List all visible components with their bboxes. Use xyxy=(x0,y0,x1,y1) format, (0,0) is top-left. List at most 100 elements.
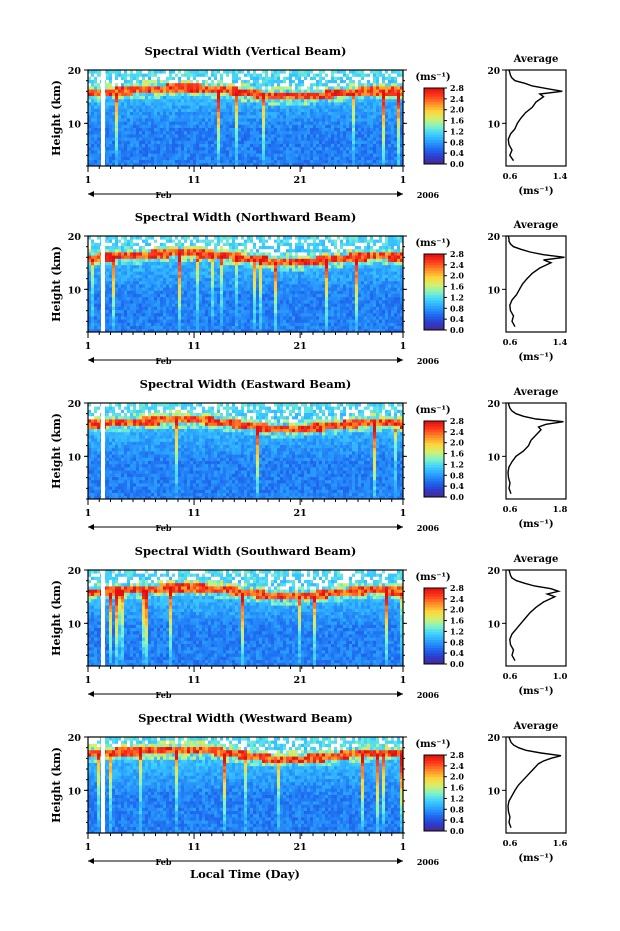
heatmap-cell xyxy=(88,79,92,84)
heatmap-cell xyxy=(112,143,116,148)
heatmap-cell xyxy=(97,290,101,294)
heatmap-cell xyxy=(133,319,137,323)
heatmap-cell xyxy=(229,328,233,333)
heatmap-cell xyxy=(325,79,329,84)
heatmap-cell xyxy=(217,98,221,103)
heatmap-cell xyxy=(142,95,146,100)
heatmap-cell xyxy=(154,290,158,294)
heatmap-cell xyxy=(205,118,209,122)
heatmap-cell xyxy=(301,153,305,157)
heatmap-cell xyxy=(157,242,161,246)
heatmap-cell xyxy=(385,153,389,157)
heatmap-cell xyxy=(352,127,356,132)
heatmap-cell xyxy=(379,89,383,93)
heatmap-cell xyxy=(115,111,119,116)
colorbar-tick-label: 0.0 xyxy=(450,159,464,169)
heatmap-cell xyxy=(133,274,137,278)
heatmap-cell xyxy=(241,159,245,164)
heatmap-cell xyxy=(118,140,122,144)
heatmap-cell xyxy=(322,143,326,148)
heatmap-cell xyxy=(91,319,95,323)
heatmap-cell xyxy=(145,82,149,87)
heatmap-cell xyxy=(160,98,164,103)
heatmap-cell xyxy=(115,134,119,138)
heatmap-cell xyxy=(349,98,353,103)
heatmap-cell xyxy=(280,162,284,167)
heatmap-cell xyxy=(289,82,293,87)
heatmap-cell xyxy=(292,159,296,164)
heatmap-cell xyxy=(214,258,218,262)
heatmap-cell xyxy=(283,150,287,154)
heatmap-cell xyxy=(370,137,374,141)
heatmap-cell xyxy=(124,280,128,285)
heatmap-cell xyxy=(163,86,167,90)
heatmap-cell xyxy=(118,98,122,103)
heatmap-cell xyxy=(145,316,149,320)
heatmap-cell xyxy=(172,73,176,77)
heatmap-cell xyxy=(241,239,245,243)
heatmap-cell xyxy=(163,268,167,272)
heatmap-cell xyxy=(400,98,404,103)
heatmap-cell xyxy=(400,89,404,93)
heatmap-cell xyxy=(166,124,170,128)
heatmap-cell xyxy=(184,98,188,103)
heatmap-cell xyxy=(319,137,323,141)
heatmap-cell xyxy=(220,293,224,298)
heatmap-cell xyxy=(163,242,167,246)
heatmap-cell xyxy=(88,306,92,310)
heatmap-cell xyxy=(106,284,110,288)
heatmap-cell xyxy=(280,130,284,135)
heatmap-cell xyxy=(133,309,137,314)
heatmap-cell xyxy=(355,73,359,77)
heatmap-cell xyxy=(310,76,314,80)
heatmap-cell xyxy=(109,300,113,304)
heatmap-cell xyxy=(196,150,200,154)
heatmap-cell xyxy=(217,105,221,109)
heatmap-cell xyxy=(250,137,254,141)
heatmap-cell xyxy=(88,236,92,240)
heatmap-cell xyxy=(166,108,170,112)
heatmap-cell xyxy=(283,111,287,116)
heatmap-cell xyxy=(157,98,161,103)
heatmap-cell xyxy=(256,105,260,109)
heatmap-cell xyxy=(268,118,272,122)
heatmap-cell xyxy=(145,268,149,272)
heatmap-cell xyxy=(304,105,308,109)
heatmap-cell xyxy=(379,108,383,112)
heatmap-cell xyxy=(232,248,236,253)
heatmap-cell xyxy=(391,150,395,154)
heatmap-cell xyxy=(127,98,131,103)
heatmap-cell xyxy=(382,124,386,128)
heatmap-cell xyxy=(280,156,284,160)
heatmap-cell xyxy=(226,82,230,87)
heatmap-cell xyxy=(352,146,356,151)
heatmap-cell xyxy=(118,312,122,317)
heatmap-cell xyxy=(169,293,173,298)
heatmap-cell xyxy=(316,156,320,160)
heatmap-cell xyxy=(220,146,224,151)
heatmap-cell xyxy=(88,140,92,144)
heatmap-cell xyxy=(376,114,380,119)
heatmap-cell xyxy=(223,114,227,119)
heatmap-cell xyxy=(337,105,341,109)
heatmap-cell xyxy=(94,153,98,157)
heatmap-cell xyxy=(109,274,113,278)
heatmap-cell xyxy=(193,293,197,298)
heatmap-cell xyxy=(247,162,251,167)
heatmap-cell xyxy=(283,82,287,87)
heatmap-cell xyxy=(286,108,290,112)
heatmap-cell xyxy=(106,127,110,132)
heatmap-cell xyxy=(385,162,389,167)
heatmap-cell xyxy=(229,89,233,93)
heatmap-cell xyxy=(241,316,245,320)
heatmap-cell xyxy=(193,274,197,278)
heatmap-cell xyxy=(259,79,263,84)
heatmap-cell xyxy=(367,76,371,80)
heatmap-cell xyxy=(193,303,197,307)
heatmap-cell xyxy=(199,130,203,135)
heatmap-cell xyxy=(262,86,266,90)
heatmap-cell xyxy=(139,127,143,132)
heatmap-cell xyxy=(205,70,209,74)
heatmap-cell xyxy=(307,89,311,93)
heatmap-cell xyxy=(91,236,95,240)
